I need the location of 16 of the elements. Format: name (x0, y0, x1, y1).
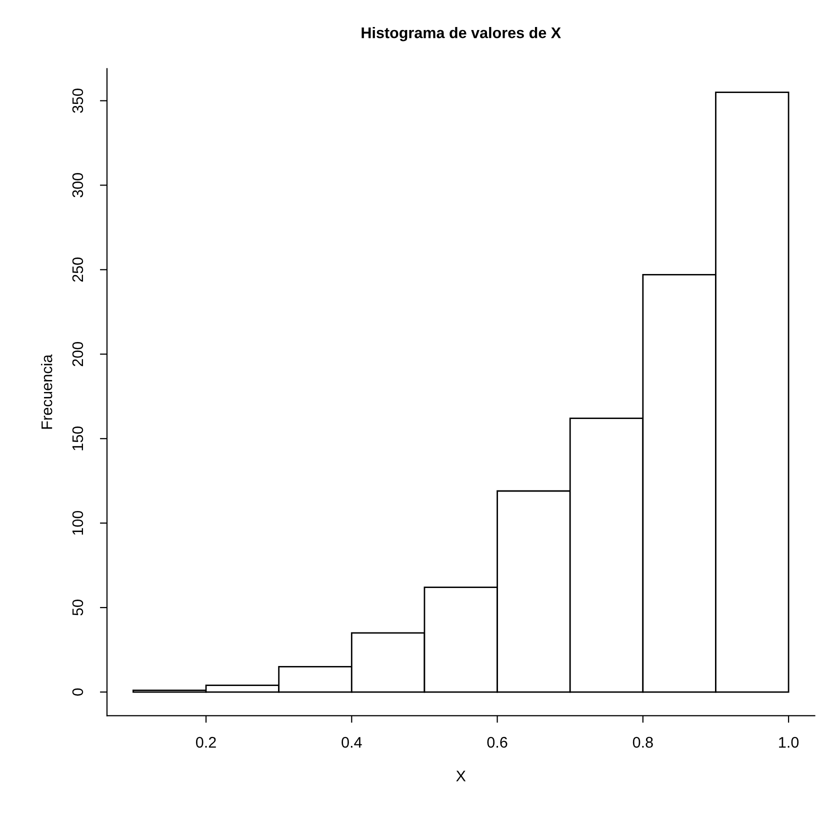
y-tick-label: 50 (72, 600, 84, 616)
y-tick-label: 300 (72, 173, 84, 198)
y-tick-label: 250 (72, 258, 84, 282)
y-tick-label: 0 (72, 688, 84, 696)
x-axis-title: X (456, 770, 466, 782)
x-tick-label: 0.2 (196, 736, 216, 748)
x-tick-label: 0.8 (632, 736, 653, 748)
y-tick-label: 350 (72, 88, 84, 113)
y-tick-label: 100 (72, 510, 84, 535)
chart-title: Histograma de valores de X (362, 27, 561, 42)
y-tick-label: 200 (72, 342, 84, 366)
y-axis-title: Frecuencia (41, 354, 52, 429)
x-tick-label: 0.4 (342, 736, 362, 748)
x-tick-label: 0.6 (487, 736, 508, 748)
y-tick-label: 150 (72, 426, 84, 450)
x-tick-label: 1.0 (779, 736, 799, 748)
